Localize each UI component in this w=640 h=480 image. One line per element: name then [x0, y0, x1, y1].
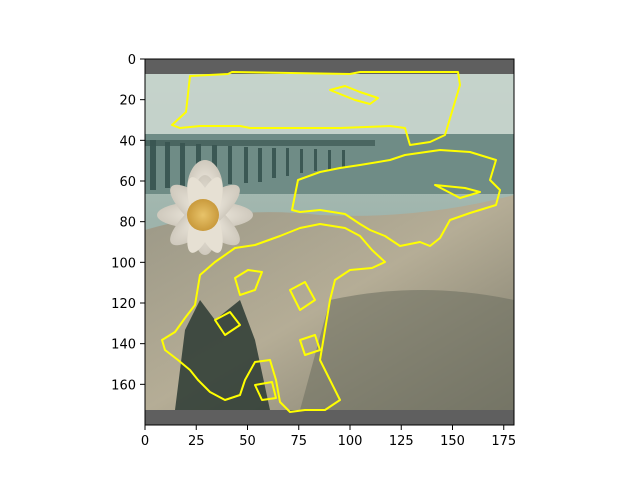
- x-tick-label: 100: [338, 434, 363, 449]
- y-axis: 0 20 40 60 80 100 120 140 160: [111, 53, 145, 393]
- x-tick-label: 25: [188, 434, 205, 449]
- flower: [157, 160, 253, 255]
- y-tick-label: 120: [111, 297, 136, 312]
- x-tick-label: 125: [389, 434, 414, 449]
- x-tick-label: 75: [290, 434, 307, 449]
- y-tick-label: 100: [111, 256, 136, 271]
- segmentation-contours: [161, 71, 501, 413]
- y-tick-label: 20: [119, 94, 136, 109]
- x-axis: 0 25 50 75 100 125 150 175: [141, 425, 516, 449]
- x-tick-label: 50: [239, 434, 256, 449]
- y-tick-label: 0: [128, 53, 136, 68]
- letterbox-top: [145, 59, 514, 74]
- y-tick-label: 160: [111, 378, 136, 393]
- x-tick-label: 175: [491, 434, 516, 449]
- x-tick-label: 0: [141, 434, 149, 449]
- plot-frame: [144, 58, 515, 426]
- letterbox-bottom: [145, 410, 514, 425]
- y-tick-label: 60: [119, 175, 136, 190]
- y-tick-label: 80: [119, 216, 136, 231]
- x-tick-label: 150: [440, 434, 465, 449]
- y-tick-label: 140: [111, 338, 136, 353]
- y-tick-label: 40: [119, 134, 136, 149]
- photo-image: [145, 59, 514, 425]
